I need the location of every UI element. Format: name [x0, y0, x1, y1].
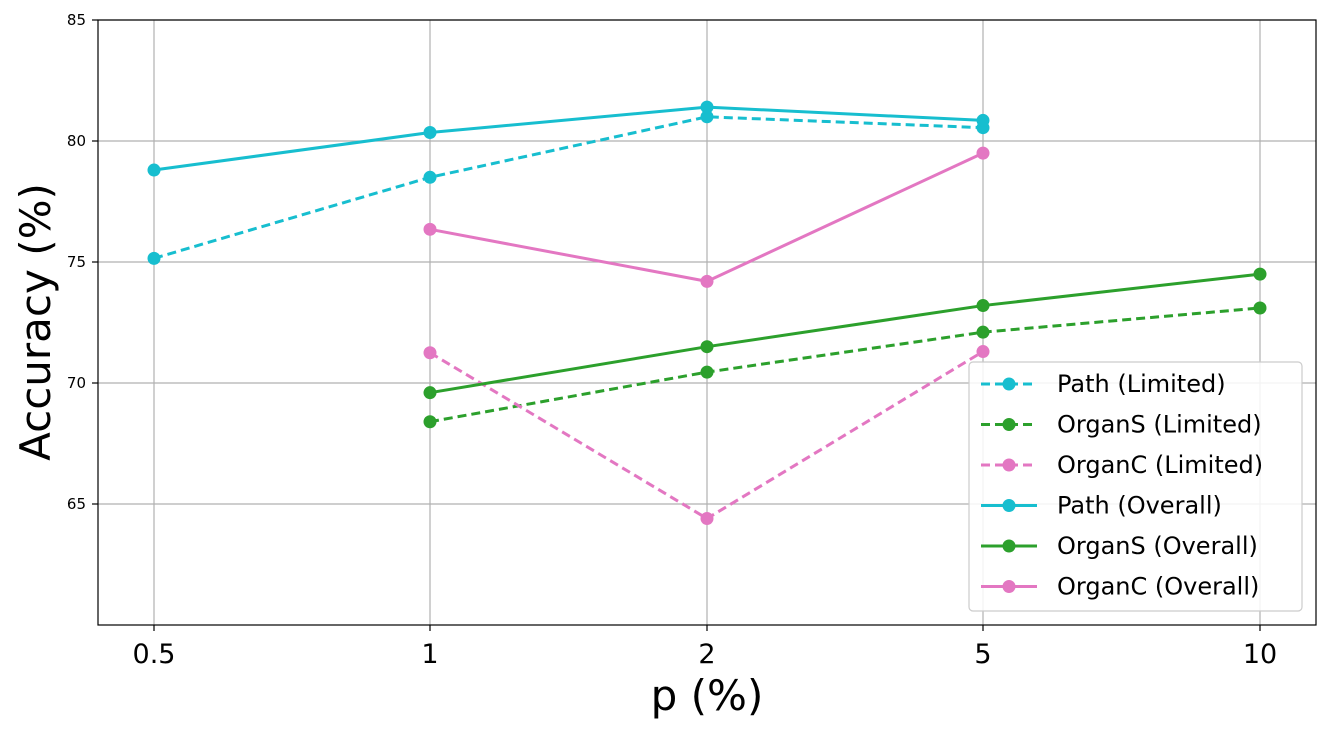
- x-axis-ticks: 0.5 1 2 5 10: [133, 625, 1277, 670]
- data-point: [423, 126, 437, 140]
- legend-swatch-marker: [1002, 458, 1016, 472]
- data-point: [423, 222, 437, 236]
- data-point: [423, 386, 437, 400]
- data-point: [423, 170, 437, 184]
- series-organs-overall: [423, 267, 1267, 400]
- data-point: [976, 146, 990, 160]
- y-tick-label: 75: [67, 253, 86, 271]
- series-group: [147, 100, 1267, 526]
- data-point: [1253, 267, 1267, 281]
- legend-box: [968, 361, 1303, 612]
- legend-swatch-marker: [1002, 377, 1016, 391]
- legend-item: OrganS (Limited): [981, 411, 1262, 439]
- legend-item: OrganS (Overall): [981, 532, 1258, 560]
- legend-label: OrganS (Overall): [1057, 532, 1258, 560]
- series-organs-limited: [423, 301, 1267, 429]
- y-tick-label: 65: [67, 495, 86, 513]
- data-point: [976, 345, 990, 359]
- data-point: [700, 100, 714, 114]
- legend-item: OrganC (Limited): [981, 451, 1263, 479]
- legend-label: Path (Overall): [1057, 492, 1222, 520]
- legend-label: OrganC (Overall): [1057, 573, 1259, 601]
- data-point: [147, 251, 161, 265]
- plot-frame: [97, 19, 1317, 626]
- legend-swatch-marker: [1002, 539, 1016, 553]
- data-point: [976, 325, 990, 339]
- series-organc-overall: [423, 146, 990, 288]
- series-line: [153, 115, 984, 260]
- y-tick-label: 70: [67, 374, 86, 392]
- data-point: [423, 415, 437, 429]
- legend-item: Path (Overall): [981, 492, 1222, 520]
- legend: Path (Limited) OrganS (Limited) OrganC (Li…: [968, 361, 1303, 612]
- series-organc-limited: [423, 345, 990, 526]
- y-tick-label: 80: [67, 132, 86, 150]
- x-tick-label: 10: [1243, 639, 1277, 670]
- legend-swatch-marker: [1002, 580, 1016, 593]
- data-point: [700, 365, 714, 379]
- data-point: [423, 346, 437, 360]
- series-line: [429, 272, 1261, 395]
- legend-label: Path (Limited): [1057, 370, 1226, 398]
- data-point: [700, 274, 714, 288]
- legend-item: OrganC (Overall): [981, 573, 1259, 601]
- y-axis-ticks: 65 70 75 80 85: [67, 11, 98, 513]
- data-point: [976, 299, 990, 313]
- data-point: [1253, 301, 1267, 315]
- legend-swatch-marker: [1002, 499, 1016, 512]
- legend-item: Path (Limited): [981, 370, 1226, 398]
- x-tick-label: 1: [421, 639, 438, 670]
- data-point: [700, 340, 714, 354]
- y-axis-title: Accuracy (%): [11, 183, 60, 461]
- data-point: [147, 163, 161, 177]
- y-tick-label: 85: [67, 11, 86, 29]
- series-line: [429, 306, 1261, 424]
- legend-label: OrganS (Limited): [1057, 411, 1262, 439]
- x-tick-label: 5: [974, 639, 991, 670]
- data-point: [700, 512, 714, 526]
- x-tick-label: 0.5: [133, 639, 176, 670]
- x-axis-title: p (%): [651, 671, 764, 720]
- legend-label: OrganC (Limited): [1057, 451, 1263, 479]
- series-path-limited: [147, 110, 990, 265]
- data-point: [976, 113, 990, 127]
- series-line: [153, 105, 984, 172]
- data-point: [700, 110, 714, 124]
- legend-swatch-marker: [1002, 418, 1016, 431]
- series-path-overall: [147, 100, 990, 177]
- x-tick-label: 2: [698, 639, 715, 670]
